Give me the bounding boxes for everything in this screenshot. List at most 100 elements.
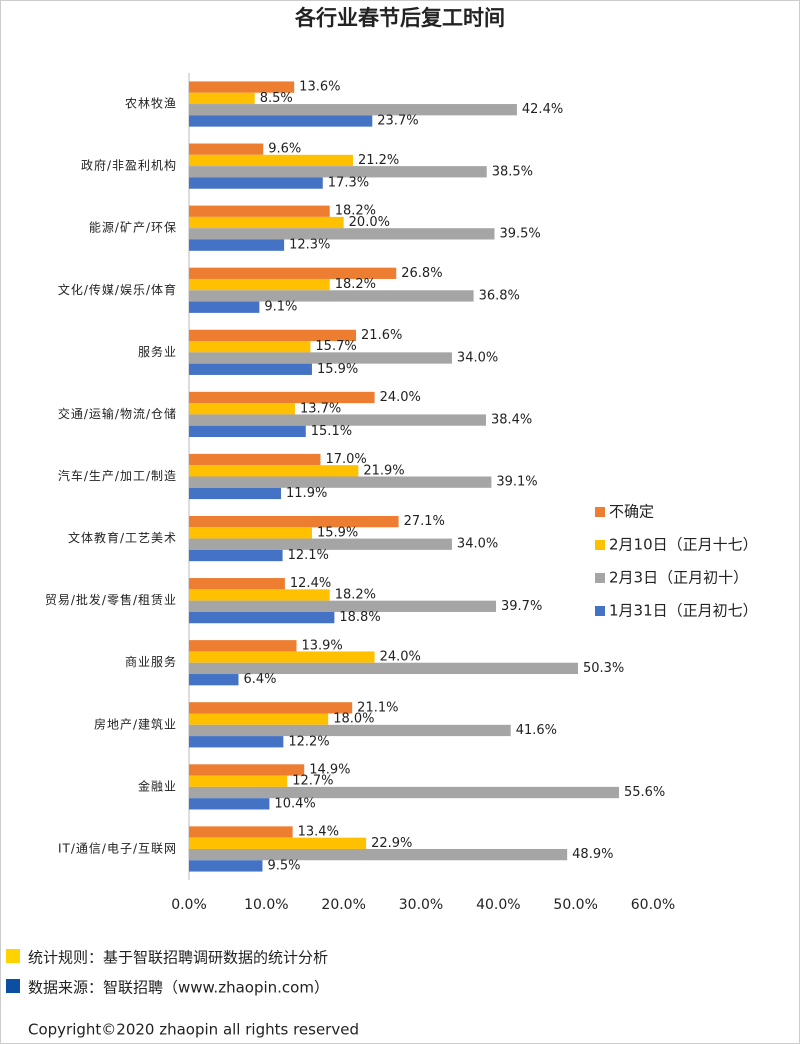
legend-label: 不确定 — [609, 503, 654, 521]
bar — [189, 453, 321, 466]
data-label: 12.4% — [290, 576, 331, 591]
bar — [189, 674, 239, 686]
data-label: 24.0% — [380, 650, 421, 665]
data-label: 27.1% — [404, 514, 445, 529]
legend-swatch — [595, 507, 605, 517]
data-label: 10.4% — [274, 796, 315, 811]
x-tick-label: 50.0% — [553, 897, 597, 913]
data-label: 13.6% — [299, 80, 340, 95]
data-label: 24.0% — [380, 390, 421, 405]
data-label: 17.0% — [325, 452, 366, 467]
data-label: 15.9% — [317, 525, 358, 540]
bar — [189, 662, 578, 675]
bar — [189, 228, 495, 240]
data-label: 18.0% — [333, 712, 374, 727]
data-label: 15.9% — [317, 362, 358, 377]
y-tick-label: 文体教育/工艺美术 — [68, 530, 177, 545]
data-label: 41.6% — [516, 723, 557, 738]
y-tick-label: 文化/传媒/娱乐/体育 — [58, 282, 177, 297]
data-label: 12.3% — [289, 238, 330, 253]
data-label: 39.5% — [499, 226, 540, 241]
data-label: 38.5% — [492, 164, 533, 179]
bar — [189, 837, 367, 849]
y-tick-label: 政府/非盈利机构 — [81, 158, 177, 173]
y-tick-label: 农林牧渔 — [125, 97, 177, 111]
data-label: 18.2% — [335, 588, 376, 603]
bar — [189, 611, 335, 624]
data-label: 12.2% — [288, 734, 329, 749]
data-label: 39.1% — [496, 475, 537, 490]
data-label: 8.5% — [260, 91, 293, 106]
data-label: 39.7% — [501, 599, 542, 614]
bar — [189, 363, 312, 375]
data-label: 18.8% — [339, 610, 380, 625]
bar — [189, 848, 568, 861]
bar — [189, 527, 312, 539]
bar — [189, 826, 293, 838]
bar — [189, 640, 297, 652]
data-label: 6.4% — [243, 672, 276, 687]
data-label: 9.5% — [267, 858, 300, 873]
data-label: 14.9% — [309, 762, 350, 777]
note-icon — [6, 979, 20, 993]
bar — [189, 115, 373, 127]
y-tick-label: 商业服务 — [125, 654, 177, 669]
data-label: 22.9% — [371, 836, 412, 851]
y-tick-label: 能源/矿产/环保 — [89, 221, 177, 235]
bar — [189, 92, 255, 105]
bar — [189, 239, 285, 251]
legend-label: 2月3日（正月初十） — [609, 569, 748, 587]
data-label: 26.8% — [401, 266, 442, 281]
y-tick-label: 房地产/建筑业 — [94, 716, 177, 731]
y-tick-label: 贸易/批发/零售/租赁业 — [45, 592, 177, 607]
note-icon — [6, 949, 20, 963]
bar — [189, 775, 288, 787]
bar — [189, 538, 452, 550]
bar — [189, 736, 284, 748]
data-label: 15.7% — [315, 339, 356, 354]
data-label: 21.1% — [357, 700, 398, 715]
data-label: 36.8% — [479, 288, 520, 303]
note: 数据来源：智联招聘（www.zhaopin.com） — [28, 979, 329, 997]
data-label: 21.9% — [363, 463, 404, 478]
bar — [189, 414, 486, 426]
note: 统计规则：基于智联招聘调研数据的统计分析 — [28, 949, 328, 967]
data-label: 48.9% — [572, 847, 613, 862]
bar — [189, 290, 474, 302]
bar — [189, 860, 263, 872]
bar — [189, 177, 323, 189]
bar — [189, 166, 487, 178]
bar — [189, 515, 399, 528]
legend-swatch — [595, 573, 605, 583]
bar — [189, 352, 452, 364]
data-label: 13.9% — [301, 638, 342, 653]
y-tick-label: 汽车/生产/加工/制造 — [58, 468, 177, 483]
copyright: Copyright©2020 zhaopin all rights reserv… — [28, 1021, 359, 1039]
bar — [189, 600, 497, 612]
data-label: 11.9% — [286, 486, 327, 501]
data-label: 38.4% — [491, 413, 532, 428]
y-tick-label: 金融业 — [138, 778, 177, 793]
bar — [189, 205, 330, 217]
data-label: 13.4% — [298, 825, 339, 840]
bar — [189, 278, 330, 291]
data-label: 21.2% — [358, 153, 399, 168]
y-tick-label: 交通/运输/物流/仓储 — [58, 406, 177, 421]
legend-label: 2月10日（正月十七） — [609, 536, 758, 554]
legend-label: 1月31日（正月初七） — [609, 602, 758, 620]
bar — [189, 713, 329, 725]
data-label: 20.0% — [349, 215, 390, 230]
data-label: 55.6% — [624, 785, 665, 800]
bar — [189, 487, 282, 500]
bar — [189, 341, 311, 353]
bar — [189, 465, 359, 477]
x-tick-label: 0.0% — [171, 897, 207, 913]
y-tick-label: 服务业 — [138, 344, 177, 359]
y-tick-label: IT/通信/电子/互联网 — [58, 841, 177, 855]
bar — [189, 154, 353, 167]
bar — [189, 651, 375, 663]
bar — [189, 798, 270, 810]
data-label: 34.0% — [457, 350, 498, 365]
bar — [189, 329, 357, 342]
